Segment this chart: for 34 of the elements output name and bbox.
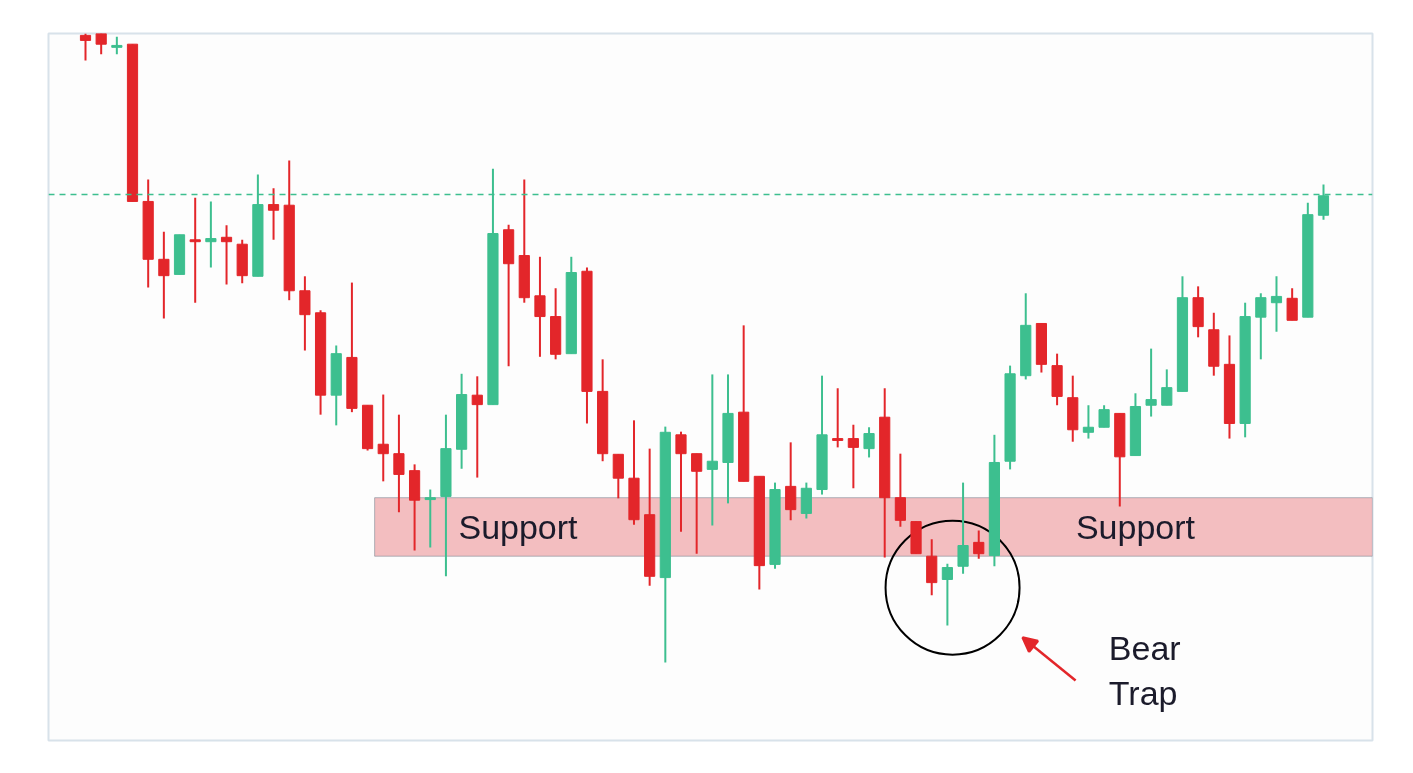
annotation: Bear Trap xyxy=(1108,628,1181,713)
candlestick xyxy=(534,255,546,358)
band-label: Support xyxy=(458,507,579,546)
candlestick xyxy=(1161,368,1173,407)
candlestick xyxy=(957,481,969,575)
candlestick xyxy=(377,393,389,483)
candlestick xyxy=(1286,287,1298,322)
candlestick xyxy=(220,224,233,286)
candlestick xyxy=(1255,292,1267,361)
candlestick xyxy=(894,452,906,528)
candlestick xyxy=(471,375,483,479)
candlestick xyxy=(424,488,436,549)
candlestick xyxy=(691,452,703,555)
candlestick xyxy=(706,373,718,527)
candlestick xyxy=(1082,404,1095,440)
candlestick xyxy=(267,187,280,241)
candlestick xyxy=(393,413,405,514)
candlestick xyxy=(1098,404,1110,429)
candlestick xyxy=(973,529,985,560)
annotation: Support xyxy=(1075,508,1196,547)
candlestick xyxy=(299,275,311,352)
candlestick xyxy=(79,33,92,62)
candlestick xyxy=(832,387,844,449)
candlestick xyxy=(847,423,859,490)
candlestick xyxy=(158,230,170,320)
candlestick xyxy=(205,200,217,269)
candlestick xyxy=(612,453,624,500)
candlestick xyxy=(863,426,875,459)
candlestick xyxy=(1270,275,1283,333)
candlestick xyxy=(941,562,953,627)
candlestick xyxy=(189,196,201,304)
candlestick xyxy=(1145,347,1157,418)
candlestick xyxy=(675,430,687,533)
candlestick xyxy=(785,441,797,522)
